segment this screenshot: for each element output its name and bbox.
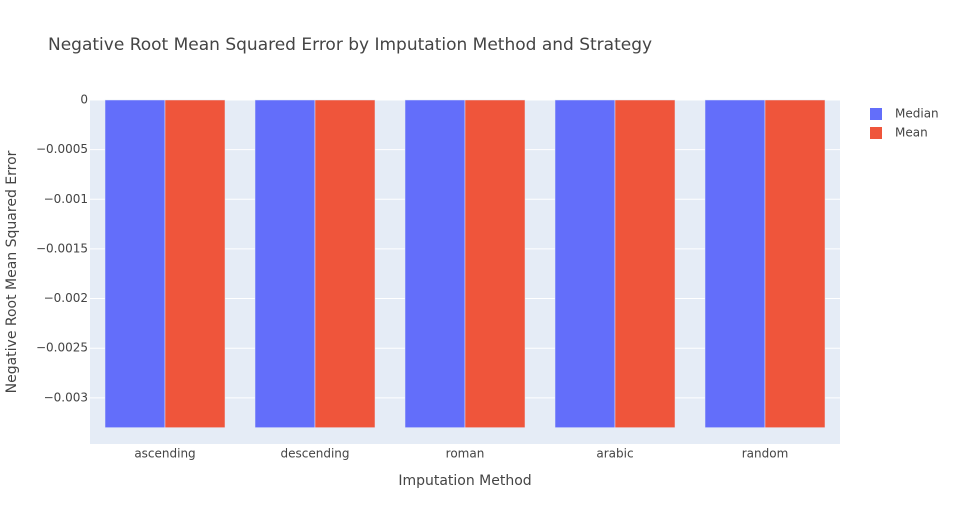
y-tick-label: −0.0005	[36, 142, 88, 156]
bar	[314, 99, 376, 428]
bar	[104, 99, 166, 428]
x-tick-label: roman	[446, 447, 485, 461]
bar	[164, 99, 226, 428]
y-axis-title: Negative Root Mean Squared Error	[4, 150, 20, 393]
chart-title: Negative Root Mean Squared Error by Impu…	[48, 35, 652, 55]
bar	[704, 99, 766, 428]
x-tick-label: random	[742, 447, 789, 461]
y-tick-label: −0.003	[44, 390, 88, 404]
bar	[404, 99, 466, 428]
y-tick-label: −0.001	[44, 192, 88, 206]
bar	[254, 99, 316, 428]
y-tick-label: −0.0025	[36, 341, 88, 355]
x-tick-label: descending	[280, 447, 349, 461]
y-tick-label: −0.0015	[36, 241, 88, 255]
legend-label: Median	[895, 107, 939, 121]
bar	[554, 99, 616, 428]
x-axis-title: Imputation Method	[398, 473, 531, 489]
bar	[464, 99, 526, 428]
legend-swatch	[870, 127, 882, 139]
legend-label: Mean	[895, 126, 928, 140]
x-tick-label: ascending	[134, 447, 195, 461]
legend-swatch	[870, 108, 882, 120]
bar	[614, 99, 676, 428]
bar	[764, 99, 826, 428]
y-tick-label: 0	[80, 93, 88, 107]
x-tick-label: arabic	[596, 447, 633, 461]
y-tick-label: −0.002	[44, 291, 88, 305]
